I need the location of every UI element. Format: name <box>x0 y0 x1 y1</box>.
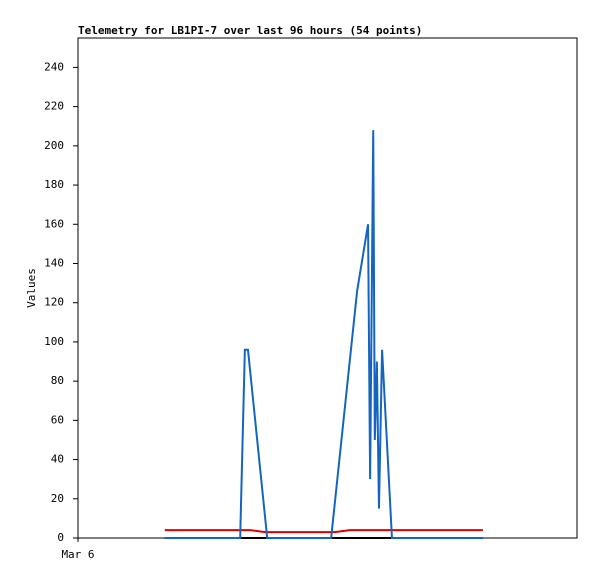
y-tick-label: 100 <box>44 335 64 348</box>
y-tick-label: 240 <box>44 60 64 73</box>
y-tick-label: 140 <box>44 256 64 269</box>
y-tick-label: 120 <box>44 296 64 309</box>
y-tick-label: 200 <box>44 139 64 152</box>
y-axis-label: Values <box>25 268 38 308</box>
series-line <box>164 529 483 534</box>
y-tick-label: 60 <box>51 413 64 426</box>
plot-frame <box>77 37 578 539</box>
y-tick-label: 0 <box>57 531 64 544</box>
series-line <box>164 130 483 539</box>
x-tick-label: Mar 6 <box>61 548 94 561</box>
y-tick-label: 20 <box>51 492 64 505</box>
y-tick-label: 180 <box>44 178 64 191</box>
y-tick-label: 40 <box>51 453 64 466</box>
y-tick-label: 220 <box>44 100 64 113</box>
y-tick-label: 80 <box>51 374 64 387</box>
chart-title: Telemetry for LB1PI-7 over last 96 hours… <box>78 24 422 37</box>
y-tick-label: 160 <box>44 217 64 230</box>
